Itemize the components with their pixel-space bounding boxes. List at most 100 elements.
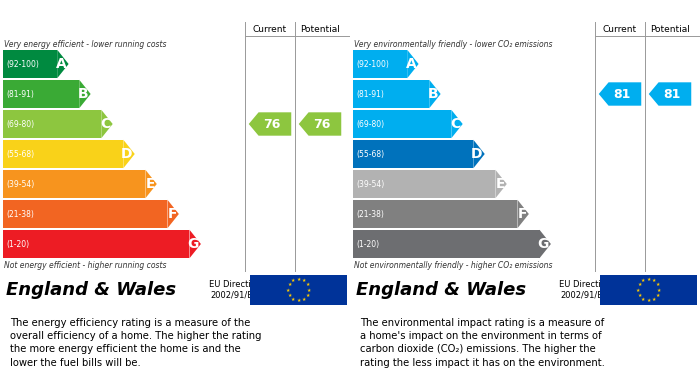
Polygon shape — [452, 110, 463, 138]
Bar — [250, 275, 347, 305]
Text: The energy efficiency rating is a measure of the
overall efficiency of a home. T: The energy efficiency rating is a measur… — [10, 318, 262, 368]
Polygon shape — [79, 80, 91, 108]
Text: ★: ★ — [637, 293, 642, 298]
Text: (39-54): (39-54) — [6, 179, 34, 188]
Text: C: C — [101, 117, 111, 131]
Text: The environmental impact rating is a measure of
a home's impact on the environme: The environmental impact rating is a mea… — [360, 318, 606, 368]
Text: ★: ★ — [296, 298, 301, 303]
Polygon shape — [146, 170, 157, 198]
Text: Energy Efficiency Rating: Energy Efficiency Rating — [10, 5, 173, 18]
Text: ★: ★ — [296, 277, 301, 282]
Bar — [353, 140, 473, 168]
Text: D: D — [121, 147, 133, 161]
Polygon shape — [517, 200, 529, 228]
Text: Current: Current — [253, 25, 287, 34]
Text: G: G — [538, 237, 549, 251]
Text: E: E — [146, 177, 155, 191]
Polygon shape — [598, 83, 641, 106]
Text: F: F — [517, 207, 527, 221]
Polygon shape — [299, 112, 342, 136]
Text: (69-80): (69-80) — [6, 120, 34, 129]
Text: ★: ★ — [641, 278, 645, 283]
Polygon shape — [649, 83, 692, 106]
Text: ★: ★ — [287, 293, 292, 298]
Text: Not energy efficient - higher running costs: Not energy efficient - higher running co… — [4, 261, 167, 270]
Polygon shape — [473, 140, 484, 168]
Text: ★: ★ — [305, 293, 310, 298]
Text: (1-20): (1-20) — [6, 240, 29, 249]
Text: (81-91): (81-91) — [6, 90, 34, 99]
Text: (69-80): (69-80) — [356, 120, 384, 129]
Text: EU Directive
2002/91/EC: EU Directive 2002/91/EC — [559, 280, 611, 300]
Text: B: B — [78, 87, 89, 101]
Bar — [3, 50, 57, 78]
Text: G: G — [188, 237, 199, 251]
Text: (1-20): (1-20) — [356, 240, 379, 249]
Text: 76: 76 — [263, 118, 281, 131]
Bar — [353, 230, 540, 258]
Polygon shape — [407, 50, 419, 78]
Bar — [353, 50, 407, 78]
Text: ★: ★ — [646, 277, 651, 282]
Text: 76: 76 — [314, 118, 331, 131]
Polygon shape — [248, 112, 291, 136]
Text: Potential: Potential — [650, 25, 690, 34]
Text: ★: ★ — [655, 282, 660, 287]
Text: ★: ★ — [641, 297, 645, 301]
Text: ★: ★ — [287, 282, 292, 287]
Text: ★: ★ — [305, 282, 310, 287]
Text: (21-38): (21-38) — [356, 210, 384, 219]
Bar — [3, 110, 101, 138]
Text: (55-68): (55-68) — [6, 149, 34, 158]
Text: A: A — [56, 57, 66, 71]
Text: ★: ★ — [657, 287, 661, 292]
Text: (92-100): (92-100) — [356, 59, 389, 68]
Text: ★: ★ — [652, 297, 656, 301]
Text: B: B — [428, 87, 439, 101]
Text: ★: ★ — [636, 287, 640, 292]
Bar — [3, 230, 190, 258]
Text: ★: ★ — [302, 278, 306, 283]
Bar — [3, 80, 79, 108]
Bar — [3, 170, 146, 198]
Text: Very environmentally friendly - lower CO₂ emissions: Very environmentally friendly - lower CO… — [354, 40, 552, 49]
Text: ★: ★ — [286, 287, 290, 292]
Polygon shape — [167, 200, 179, 228]
Text: F: F — [167, 207, 177, 221]
Bar — [353, 80, 429, 108]
Text: E: E — [496, 177, 505, 191]
Text: (39-54): (39-54) — [356, 179, 384, 188]
Text: England & Wales: England & Wales — [356, 281, 526, 299]
Bar — [600, 275, 697, 305]
Text: 81: 81 — [664, 88, 681, 100]
Polygon shape — [57, 50, 69, 78]
Text: C: C — [451, 117, 461, 131]
Text: Not environmentally friendly - higher CO₂ emissions: Not environmentally friendly - higher CO… — [354, 261, 552, 270]
Polygon shape — [123, 140, 134, 168]
Polygon shape — [429, 80, 441, 108]
Text: (81-91): (81-91) — [356, 90, 384, 99]
Bar — [3, 140, 123, 168]
Text: ★: ★ — [291, 297, 295, 301]
Polygon shape — [102, 110, 113, 138]
Text: Current: Current — [603, 25, 637, 34]
Text: EU Directive
2002/91/EC: EU Directive 2002/91/EC — [209, 280, 261, 300]
Text: ★: ★ — [302, 297, 306, 301]
Text: A: A — [406, 57, 416, 71]
Text: Environmental Impact (CO₂) Rating: Environmental Impact (CO₂) Rating — [360, 5, 593, 18]
Text: England & Wales: England & Wales — [6, 281, 176, 299]
Polygon shape — [190, 230, 201, 258]
Text: (21-38): (21-38) — [6, 210, 34, 219]
Text: 81: 81 — [613, 88, 631, 100]
Text: ★: ★ — [652, 278, 656, 283]
Text: Very energy efficient - lower running costs: Very energy efficient - lower running co… — [4, 40, 167, 49]
Polygon shape — [496, 170, 507, 198]
Text: ★: ★ — [655, 293, 660, 298]
Bar — [353, 110, 452, 138]
Text: Potential: Potential — [300, 25, 340, 34]
Text: D: D — [471, 147, 483, 161]
Text: ★: ★ — [646, 298, 651, 303]
Polygon shape — [540, 230, 551, 258]
Text: ★: ★ — [637, 282, 642, 287]
Bar — [353, 200, 517, 228]
